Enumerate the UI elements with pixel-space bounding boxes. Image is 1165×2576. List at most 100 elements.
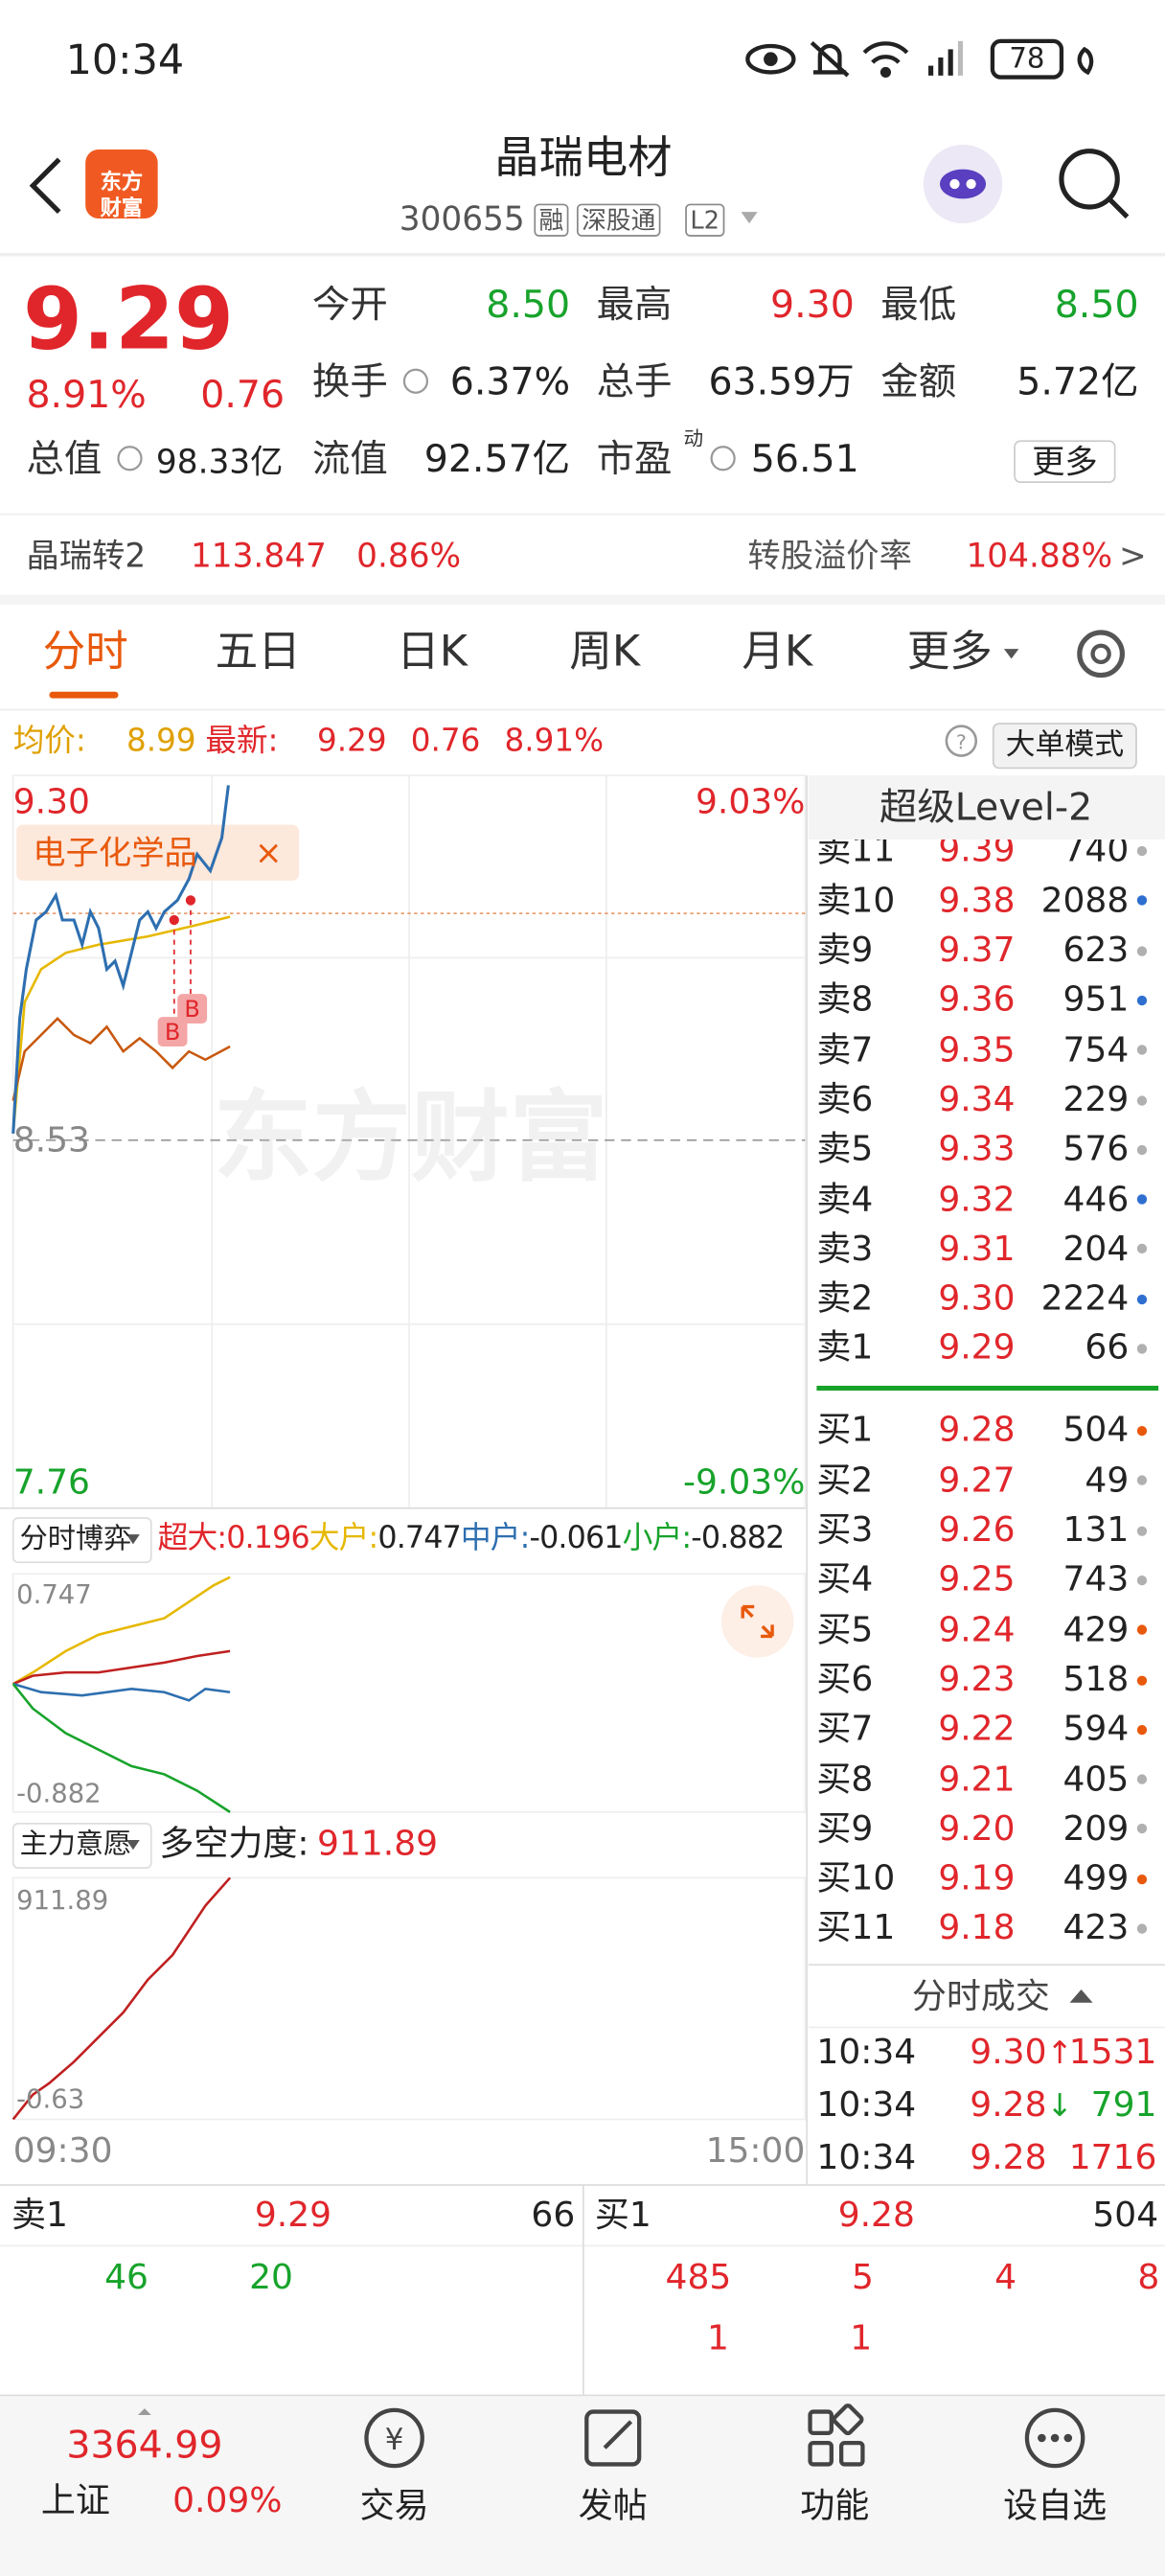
book-price: 9.38 xyxy=(938,880,1016,920)
trade-time: 10:34 xyxy=(816,2033,917,2073)
tab[interactable]: 更多 xyxy=(906,628,993,678)
decoration: ? xyxy=(956,731,967,754)
book-title: 超级Level-2 xyxy=(879,787,1093,831)
sector-tag-bg[interactable] xyxy=(16,824,300,881)
queue-order: 1 xyxy=(850,2318,873,2358)
bond-price: 113.847 xyxy=(190,535,327,576)
decoration: ¥ xyxy=(385,2423,404,2457)
tab[interactable]: 月K xyxy=(742,628,813,678)
book-dot xyxy=(1136,1045,1148,1055)
field-value: 92.57亿 xyxy=(423,439,571,482)
tab[interactable]: 分时 xyxy=(42,628,128,678)
book-price: 9.37 xyxy=(938,930,1016,970)
decoration xyxy=(603,2420,633,2450)
decoration xyxy=(966,178,976,190)
decoration xyxy=(126,1840,140,1851)
book-dot xyxy=(1136,1144,1148,1155)
tab[interactable]: 周K xyxy=(569,628,641,678)
bond-name: 晶瑞转2 xyxy=(26,535,147,576)
book-dot xyxy=(1136,1244,1148,1254)
book-level: 买8 xyxy=(816,1759,874,1799)
sector-tag[interactable]: 电子化学品 xyxy=(33,833,197,873)
nav-item[interactable]: 设自选 xyxy=(1003,2486,1108,2526)
queue-order: 46 xyxy=(104,2258,148,2298)
back-icon[interactable] xyxy=(29,157,61,214)
last-price: 9.29 xyxy=(23,270,235,370)
settings-icon[interactable] xyxy=(1077,630,1125,678)
decoration xyxy=(808,2441,834,2467)
flow-legend: 超大:0.196大户:0.747中户:-0.061小户:-0.882 xyxy=(158,1520,786,1559)
queue-order: 4 xyxy=(994,2258,1017,2298)
queue-label: 买1 xyxy=(594,2195,651,2236)
indicator-selector[interactable]: 分时博弈 xyxy=(19,1522,132,1556)
book-level: 卖1 xyxy=(816,1327,874,1368)
book-level: 买9 xyxy=(816,1808,874,1849)
decoration xyxy=(948,49,953,76)
book-volume: 229 xyxy=(1062,1079,1130,1119)
expand-button[interactable] xyxy=(720,1585,794,1658)
book-volume: 204 xyxy=(1062,1228,1130,1269)
nav-watchlist-icon[interactable] xyxy=(1024,2407,1085,2469)
search-icon[interactable] xyxy=(1059,149,1120,210)
decoration xyxy=(764,52,778,67)
nav-item[interactable]: 交易 xyxy=(359,2486,429,2526)
legend-value: -0.882 xyxy=(691,1521,785,1556)
tab[interactable]: 日K xyxy=(397,628,468,678)
decoration xyxy=(11,1823,152,1870)
premium-arrow[interactable]: > xyxy=(1118,535,1147,576)
power-min: -0.63 xyxy=(16,2083,85,2115)
book-dot xyxy=(1136,1344,1148,1354)
more-button[interactable]: 更多 xyxy=(1014,440,1116,484)
mode-button[interactable]: 大单模式 xyxy=(992,723,1137,769)
nav-function-icon[interactable] xyxy=(808,2409,834,2436)
book-dot xyxy=(1136,1874,1148,1884)
nav-trade-icon[interactable] xyxy=(364,2407,424,2469)
book-level: 卖6 xyxy=(816,1079,874,1119)
book-level: 卖2 xyxy=(816,1277,874,1319)
book-volume: 499 xyxy=(1062,1858,1130,1898)
field-label: 总手 xyxy=(596,361,673,405)
queue-order: 8 xyxy=(1137,2258,1160,2298)
field-value: 9.30 xyxy=(770,284,855,328)
book-price: 9.26 xyxy=(938,1509,1016,1550)
nav-post-icon[interactable] xyxy=(584,2409,642,2467)
tab[interactable]: 五日 xyxy=(215,628,301,678)
trades-title[interactable]: 分时成交 xyxy=(911,1976,1050,2017)
book-price: 9.35 xyxy=(938,1029,1016,1070)
book-dot xyxy=(1136,1624,1148,1636)
decoration xyxy=(741,1604,774,1639)
book-dot xyxy=(1136,1475,1148,1486)
field-superscript: 动 xyxy=(683,426,704,450)
book-price: 9.36 xyxy=(938,979,1016,1020)
queue-order: 5 xyxy=(851,2258,874,2298)
book-price: 9.39 xyxy=(938,840,1016,870)
book-volume: 743 xyxy=(1062,1559,1130,1599)
stock-code: 300655 xyxy=(399,198,525,239)
decoration xyxy=(138,2408,151,2416)
decoration xyxy=(12,1576,231,1686)
book-price: 9.28 xyxy=(938,1410,1016,1450)
nav-item[interactable]: 功能 xyxy=(800,2486,870,2526)
decoration xyxy=(0,2395,1165,2576)
trade-price: 9.28 xyxy=(970,2137,1047,2178)
indicator-selector[interactable]: 主力意愿 xyxy=(19,1828,132,1861)
close-icon[interactable]: × xyxy=(254,833,283,873)
book-level: 卖11 xyxy=(816,840,896,870)
trade-volume: 1716 xyxy=(1068,2137,1157,2178)
decoration xyxy=(938,58,944,76)
decoration xyxy=(12,1682,231,1702)
decoration xyxy=(862,41,909,64)
decoration xyxy=(832,2404,864,2436)
book-dot xyxy=(1136,1923,1148,1934)
book-volume: 405 xyxy=(1062,1759,1130,1799)
nav-item[interactable]: 发帖 xyxy=(578,2486,648,2526)
queue-order: 20 xyxy=(249,2258,293,2298)
axis-high: 9.30 xyxy=(12,782,90,822)
decoration xyxy=(177,994,208,1024)
book-level: 买7 xyxy=(816,1709,874,1749)
book-volume: 423 xyxy=(1062,1907,1130,1948)
queue-price: 9.29 xyxy=(254,2195,332,2236)
axis-low: 7.76 xyxy=(12,1462,90,1503)
index-value[interactable]: 3364.99 xyxy=(66,2425,223,2469)
book-level: 买10 xyxy=(816,1858,896,1898)
